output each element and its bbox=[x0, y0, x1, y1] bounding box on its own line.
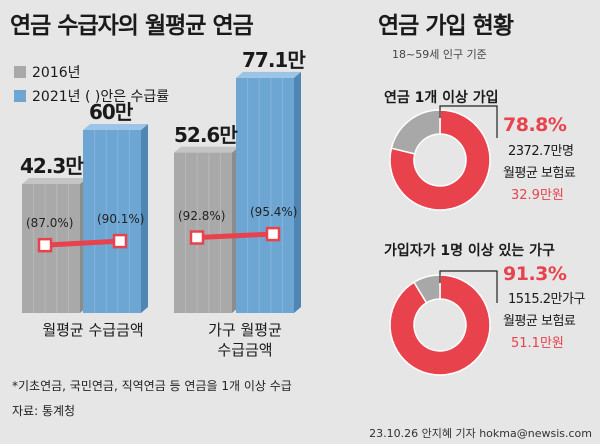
donut1-slice-1 bbox=[390, 109, 441, 155]
category-label-monthly: 월평균 수급금액 bbox=[22, 320, 164, 340]
donut2-slice-1 bbox=[412, 274, 441, 304]
donut1-premium: 32.9만원 bbox=[511, 188, 564, 203]
donut2-chart bbox=[389, 270, 498, 376]
bar-2021-monthly bbox=[83, 124, 148, 313]
rate-label-2021-household: (95.4%) bbox=[250, 205, 298, 220]
right-chart-subtitle: 18~59세 인구 기준 bbox=[392, 48, 487, 61]
bar-2021-household bbox=[236, 71, 301, 313]
donut2-premium: 51.1만원 bbox=[511, 336, 564, 351]
donut1-title: 연금 1개 이상 가입 bbox=[384, 90, 499, 106]
donut2-count: 1515.2만가구 bbox=[508, 292, 585, 307]
category-label-household: 가구 월평균 수급금액 bbox=[170, 320, 320, 360]
legend-label-2016: 2016년 bbox=[32, 65, 81, 81]
legend-swatch-2021 bbox=[14, 90, 26, 102]
rate-marker-2016-household bbox=[189, 230, 205, 245]
legend-item-2016: 2016년 bbox=[14, 62, 81, 82]
donut2-premium-label: 월평균 보험료 bbox=[503, 314, 576, 329]
rate-label-2016-monthly: (87.0%) bbox=[26, 216, 74, 231]
donut2-callout-line bbox=[439, 270, 498, 303]
donut1-callout-line bbox=[439, 105, 498, 138]
credit-line: 23.10.26 안지혜 기자 hokma@newsis.com bbox=[369, 427, 592, 440]
rate-marker-2021-household bbox=[265, 226, 281, 242]
rate-label-2021-monthly: (90.1%) bbox=[97, 212, 145, 227]
category-label-household-line1: 가구 월평균 bbox=[208, 321, 282, 339]
rate-marker-2016-monthly bbox=[37, 237, 53, 253]
rate-label-2016-household: (92.8%) bbox=[178, 208, 226, 223]
bar-value-label-2021-monthly: 60만 bbox=[89, 100, 133, 124]
left-chart-title: 연금 수급자의 월평균 연금 bbox=[10, 13, 254, 39]
donut1-percent: 78.8% bbox=[503, 114, 567, 136]
legend-swatch-2016 bbox=[14, 66, 26, 78]
bar-value-label-2016-household: 52.6만 bbox=[174, 122, 238, 147]
donut1-count: 2372.7만명 bbox=[508, 144, 574, 159]
category-label-monthly-line1: 월평균 수급금액 bbox=[42, 321, 144, 339]
donut2-title: 가입자가 1명 이상 있는 가구 bbox=[384, 243, 555, 259]
donut1-slice-0 bbox=[389, 109, 491, 211]
legend-label-2021: 2021년 ( )안은 수급률 bbox=[32, 89, 170, 105]
category-label-household-line2: 수급금액 bbox=[217, 341, 273, 359]
rate-line-household bbox=[189, 226, 281, 245]
legend-item-2021: 2021년 ( )안은 수급률 bbox=[14, 86, 169, 106]
rate-line-monthly bbox=[37, 233, 128, 253]
right-chart-title: 연금 가입 현황 bbox=[378, 13, 514, 39]
donut1-premium-label: 월평균 보험료 bbox=[503, 166, 576, 181]
bar-value-label-2016-monthly: 42.3만 bbox=[20, 153, 84, 178]
donut1-chart bbox=[389, 105, 498, 211]
footnote: *기초연금, 국민연금, 직역연금 등 연금을 1개 이상 수급 bbox=[12, 379, 292, 393]
rate-marker-2021-monthly bbox=[112, 233, 128, 249]
source-note: 자료: 통계청 bbox=[12, 404, 76, 418]
donut2-percent: 91.3% bbox=[503, 263, 567, 285]
bar-value-label-2021-household: 77.1만 bbox=[242, 47, 306, 72]
donut2-slice-0 bbox=[389, 274, 491, 376]
